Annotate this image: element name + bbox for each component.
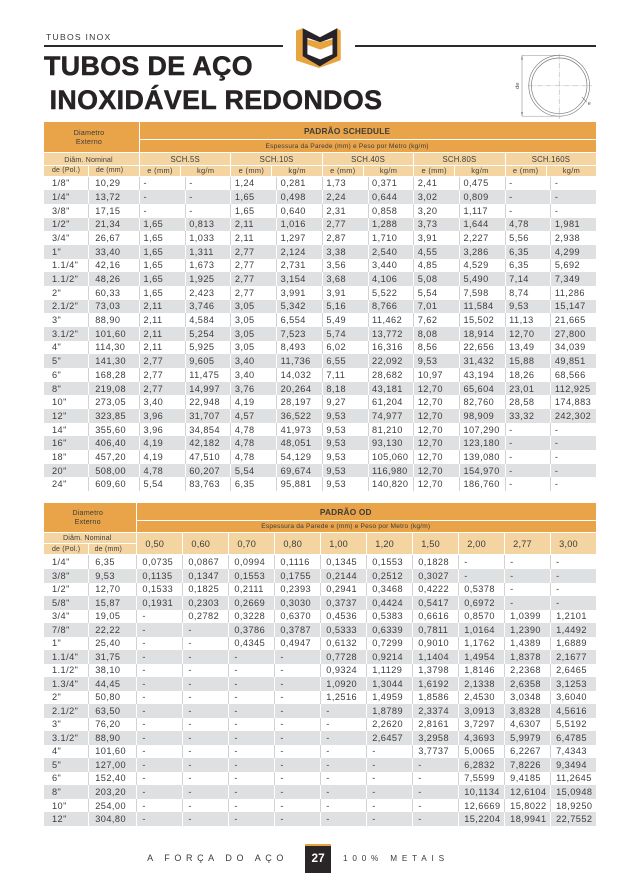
svg-text:de: de bbox=[515, 83, 521, 89]
svg-text:e: e bbox=[588, 101, 591, 107]
